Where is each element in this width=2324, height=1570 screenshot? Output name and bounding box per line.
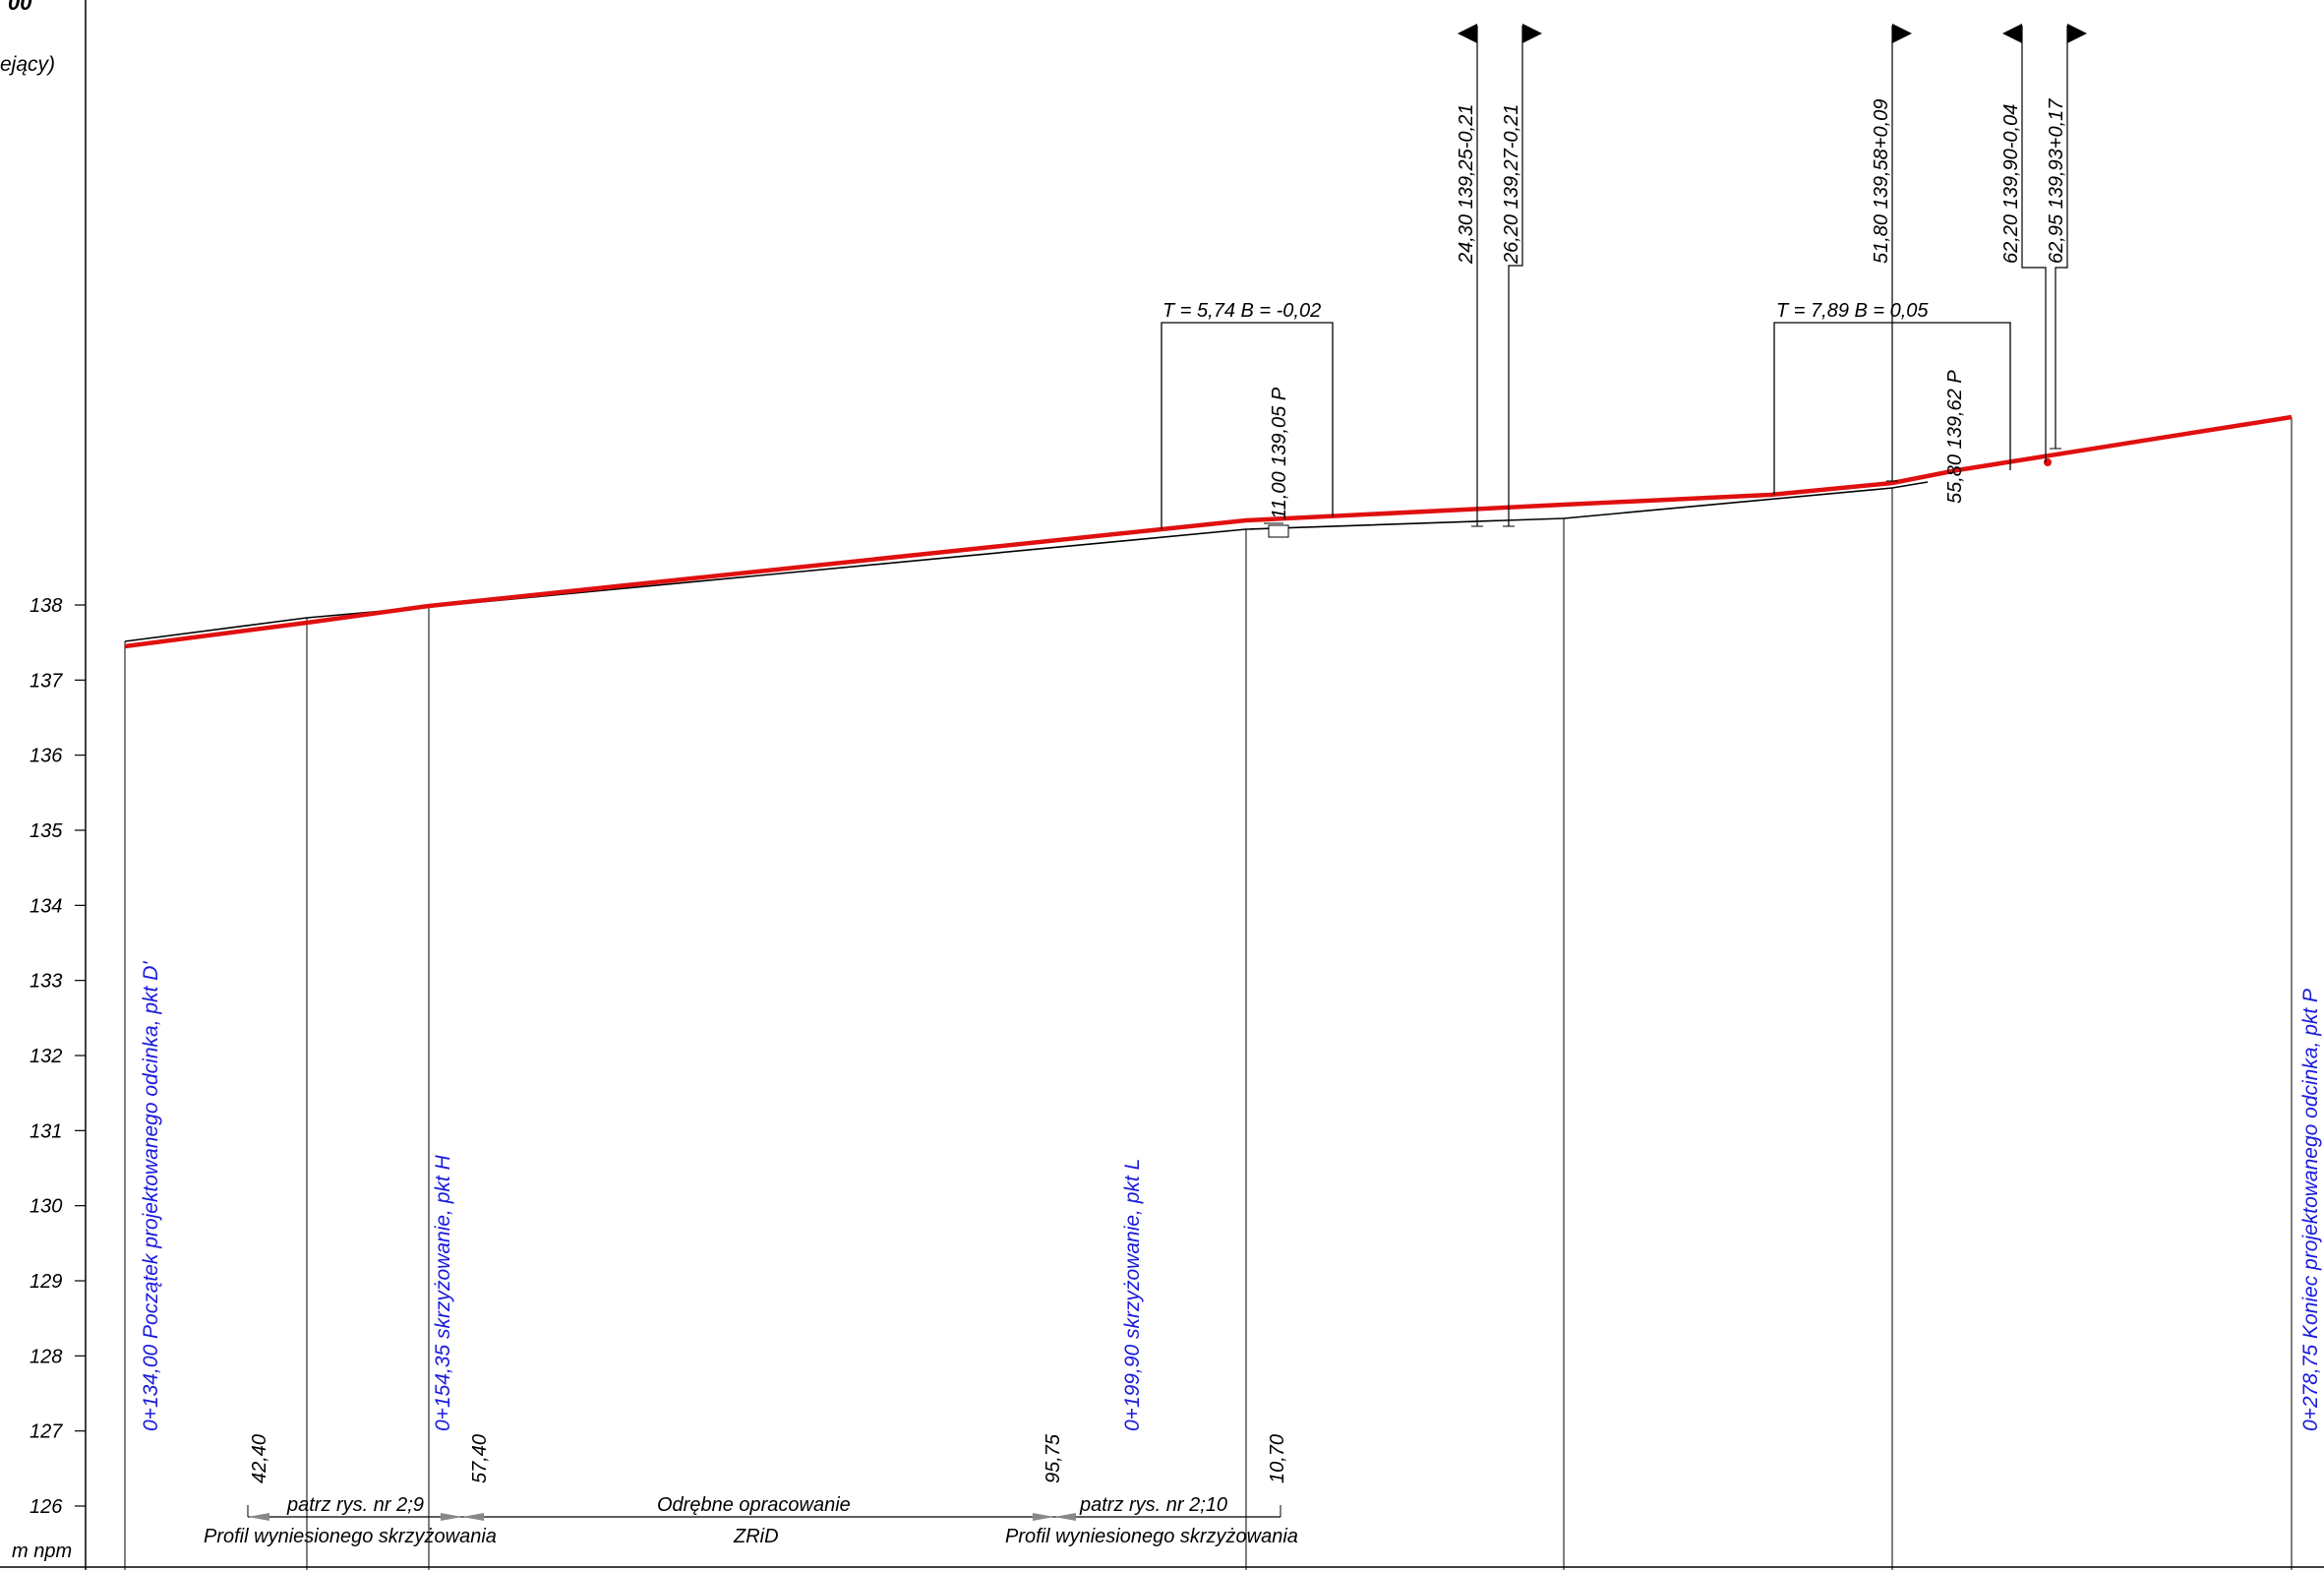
ref-1-label: patrz rys. nr 2;9 (286, 1494, 424, 1516)
design-point-marker (2044, 458, 2052, 466)
station-h-label: 0+154,35 skrzyżowanie, pkt H (432, 1154, 454, 1431)
point-label-2: 55,80 139,62 P (1944, 370, 1966, 504)
axis-tick-label: 137 (30, 670, 63, 692)
axis-unit-label: m npm (12, 1540, 72, 1562)
axis-tick-label: 130 (30, 1196, 62, 1218)
svg-text:51,80 139,58+0,09: 51,80 139,58+0,09 (1871, 99, 1892, 264)
curve-2-label: T = 7,89 B = 0,05 (1776, 300, 1929, 322)
svg-text:11,00 139,05 P: 11,00 139,05 P (1269, 387, 1290, 519)
flag-marker-3: 51,80 139,58+0,09 (1871, 24, 1912, 482)
ref-2-label: patrz rys. nr 2;10 (1079, 1494, 1227, 1516)
axis-tick-label: 128 (30, 1346, 62, 1367)
mid-sub-label: ZRiD (733, 1526, 779, 1547)
dim-95-75: 95,75 (1043, 1433, 1064, 1483)
dim-42-40: 42,40 (249, 1434, 270, 1483)
svg-text:24,30 139,25-0,21: 24,30 139,25-0,21 (1456, 104, 1477, 265)
ref-2-sub-label: Profil wyniesionego skrzyżowania (1005, 1526, 1298, 1547)
axis-tick-label: 126 (30, 1496, 63, 1518)
axis-tick-label: 132 (30, 1046, 62, 1067)
curve-bracket-1: T = 5,74 B = -0,02 (1161, 300, 1334, 529)
flag-marker-5: 62,95 139,93+0,17 (2046, 24, 2087, 450)
mid-label: Odrębne opracowanie (657, 1494, 851, 1516)
flag-marker-2: 26,20 139,27-0,21 (1501, 24, 1542, 527)
curve-1-label: T = 5,74 B = -0,02 (1162, 300, 1321, 322)
subtitle-fragment: ejący) (0, 53, 55, 76)
axis-tick-label: 134 (30, 895, 62, 917)
axis-tick-label: 131 (30, 1120, 62, 1142)
svg-text:62,20 139,90-0,04: 62,20 139,90-0,04 (2000, 104, 2022, 264)
station-start-label: 0+134,00 Początek projektowanego odcinka… (140, 961, 162, 1431)
axis-tick-label: 138 (30, 595, 62, 617)
axis-tick-label: 136 (30, 746, 63, 767)
axis-tick-label: 133 (30, 971, 62, 993)
axis-tick-label: 135 (30, 820, 63, 842)
flag-marker-1: 24,30 139,25-0,21 (1456, 24, 1483, 527)
axis-tick-label: 129 (30, 1271, 62, 1293)
dim-57-40: 57,40 (469, 1434, 491, 1483)
station-l-label: 0+199,90 skrzyżowanie, pkt L (1121, 1159, 1144, 1431)
axis-tick-label: 127 (30, 1421, 63, 1443)
design-grade-line (124, 414, 2293, 649)
existing-terrain-line (124, 481, 1929, 642)
svg-text:62,95 139,93+0,17: 62,95 139,93+0,17 (2046, 98, 2067, 264)
dim-10-70: 10,70 (1267, 1434, 1288, 1483)
station-verticals (124, 417, 2293, 1570)
flag-marker-4: 62,20 139,90-0,04 (2000, 24, 2047, 462)
svg-text:26,20 139,27-0,21: 26,20 139,27-0,21 (1501, 104, 1522, 265)
station-end-label: 0+278,75 Koniec projektowanego odcinka, … (2299, 989, 2322, 1431)
ref-1-sub-label: Profil wyniesionego skrzyżowania (204, 1526, 497, 1547)
point-label-1: 11,00 139,05 P (1264, 387, 1290, 538)
bottom-dimension-strip: 42,40 57,40 95,75 10,70 patrz rys. nr 2;… (204, 1433, 1298, 1547)
scale-fragment: 00 (8, 0, 32, 15)
